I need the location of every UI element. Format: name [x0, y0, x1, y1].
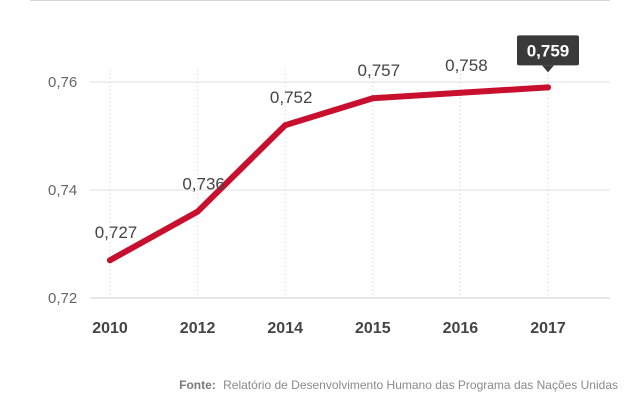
data-point: [194, 208, 201, 215]
data-label: 0,727: [95, 223, 138, 242]
data-label: 0,758: [445, 56, 488, 75]
source-label: Fonte:: [179, 378, 216, 392]
data-point: [282, 122, 289, 129]
data-label: 0,752: [270, 88, 313, 107]
y-tick-label: 0,76: [48, 74, 77, 91]
source-footer: Fonte: Relatório de Desenvolvimento Huma…: [179, 378, 618, 392]
source-text: Relatório de Desenvolvimento Humano das …: [223, 378, 618, 392]
x-tick-label: 2017: [530, 320, 566, 337]
highlight-pointer: [542, 65, 554, 73]
data-point: [545, 84, 551, 91]
highlight-box: [517, 35, 579, 66]
x-tick-label: 2015: [355, 320, 391, 337]
top-divider: [30, 0, 610, 1]
data-point: [369, 95, 376, 102]
data-label: 0,736: [182, 175, 225, 194]
series-line: [107, 84, 551, 264]
x-tick-label: 2010: [92, 320, 128, 337]
data-point: [457, 89, 464, 96]
data-point: [107, 257, 113, 264]
x-tick-label: 2012: [180, 320, 216, 337]
x-tick-label: 2016: [443, 320, 479, 337]
y-tick-label: 0,74: [48, 182, 77, 199]
data-label: 0,757: [358, 61, 401, 80]
y-tick-label: 0,72: [48, 290, 77, 307]
x-tick-label: 2014: [267, 320, 303, 337]
data-label: 0,759: [527, 41, 570, 60]
